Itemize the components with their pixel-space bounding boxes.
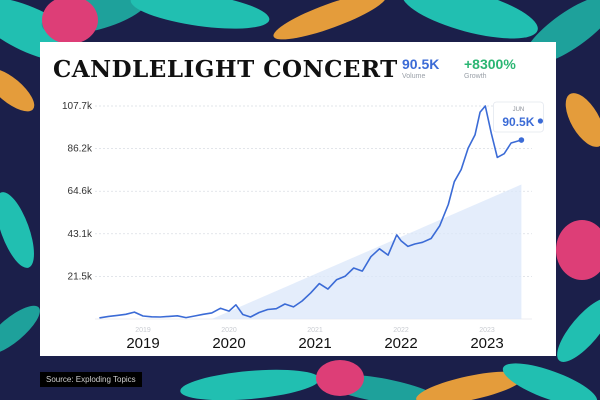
x-tick-label-small: 2020 [221,327,237,334]
y-axis: 107.7k 86.2k 64.6k 43.1k 21.5k [62,101,93,282]
chart-title: CANDLELIGHT CONCERT [53,56,398,83]
series-line [99,105,523,319]
x-tick-label-large: 2019 [126,335,159,352]
growth-value: +8300% [464,56,516,72]
y-tick-label: 86.2k [68,144,93,155]
tooltip-value: 90.5K [502,115,534,129]
y-tick-label: 43.1k [68,229,93,240]
x-tick-label-large: 2021 [298,335,331,352]
volume-stat: 90.5K Volume [402,56,439,82]
growth-stat: +8300% Growth [464,56,516,82]
chart-card: CANDLELIGHT CONCERT 90.5K Volume +8300% … [40,42,556,356]
x-tick-label-large: 2022 [384,335,417,352]
tooltip-month: JUN [513,107,525,113]
x-tick-label-large: 2023 [470,335,503,352]
x-tick-label-small: 2023 [479,327,495,334]
x-tick-label-small: 2021 [307,327,323,334]
tooltip-marker-icon [537,118,543,124]
y-tick-label: 21.5k [68,271,93,282]
x-tick-label-large: 2020 [212,335,245,352]
tooltip: JUN 90.5K [492,101,544,143]
x-tick-label-small: 2019 [135,327,151,334]
y-tick-label: 107.7k [62,101,93,112]
source-caption: Source: Exploding Topics [40,372,142,387]
growth-label: Growth [464,73,487,80]
volume-value: 90.5K [402,56,440,72]
tooltip-box [492,101,544,133]
volume-label: Volume [402,73,426,80]
x-tick-label-small: 2022 [393,327,409,334]
y-tick-label: 64.6k [68,186,93,197]
tooltip-dot [518,137,525,143]
trend-area [211,184,522,319]
